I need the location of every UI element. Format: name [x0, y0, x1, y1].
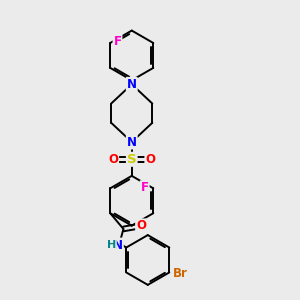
Text: Br: Br — [172, 267, 188, 280]
Text: F: F — [141, 181, 149, 194]
Text: F: F — [113, 35, 122, 48]
Text: N: N — [127, 78, 137, 91]
Text: S: S — [127, 153, 136, 166]
Text: H: H — [106, 240, 116, 250]
Text: O: O — [145, 153, 155, 166]
Text: N: N — [113, 238, 123, 251]
Text: N: N — [127, 136, 137, 148]
Text: O: O — [136, 219, 146, 232]
Text: O: O — [108, 153, 118, 166]
